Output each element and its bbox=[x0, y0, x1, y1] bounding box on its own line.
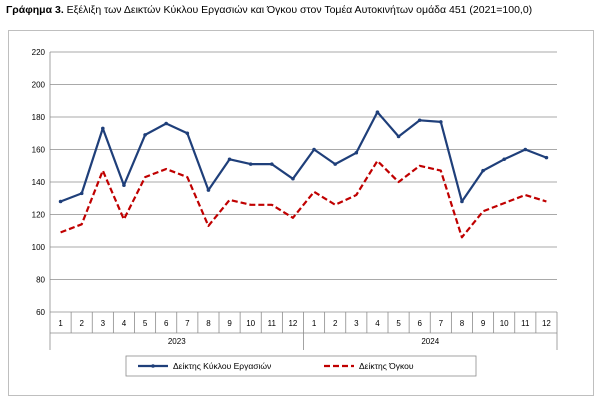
x-tick-label: 8 bbox=[460, 319, 465, 328]
x-tick-label: 6 bbox=[164, 319, 169, 328]
data-point bbox=[206, 188, 211, 192]
x-tick-label: 3 bbox=[101, 319, 106, 328]
y-tick-label: 80 bbox=[36, 276, 45, 285]
chart-frame bbox=[8, 30, 594, 396]
y-tick-label: 200 bbox=[32, 81, 46, 90]
x-tick-label: 3 bbox=[354, 319, 359, 328]
legend-box bbox=[125, 355, 477, 377]
year-label: 2023 bbox=[168, 337, 186, 346]
y-tick-label: 100 bbox=[32, 243, 46, 252]
chart-title: Γράφημα 3. Εξέλιξη των Δεικτών Κύκλου Ερ… bbox=[6, 4, 533, 16]
x-tick-label: 9 bbox=[481, 319, 486, 328]
legend-label-2: Δείκτης Όγκου bbox=[359, 361, 414, 371]
data-point bbox=[101, 126, 105, 131]
data-point bbox=[333, 162, 337, 166]
data-point bbox=[396, 134, 401, 139]
x-tick-label: 1 bbox=[58, 319, 63, 328]
data-point bbox=[270, 162, 274, 166]
x-tick-label: 12 bbox=[542, 319, 551, 328]
data-point bbox=[122, 183, 126, 188]
x-tick-label: 9 bbox=[227, 319, 232, 328]
year-label: 2024 bbox=[421, 337, 439, 346]
x-tick-label: 7 bbox=[185, 319, 190, 328]
y-tick-label: 140 bbox=[32, 178, 46, 187]
x-tick-label: 10 bbox=[246, 319, 255, 328]
x-tick-label: 12 bbox=[288, 319, 297, 328]
x-tick-label: 6 bbox=[417, 319, 422, 328]
data-point bbox=[164, 121, 168, 126]
data-point bbox=[185, 131, 190, 136]
data-point bbox=[248, 162, 253, 166]
x-tick-label: 5 bbox=[143, 319, 148, 328]
x-tick-label: 4 bbox=[122, 319, 127, 328]
data-point bbox=[143, 133, 147, 137]
data-point bbox=[439, 120, 443, 124]
data-point bbox=[375, 110, 380, 114]
x-tick-label: 1 bbox=[312, 319, 317, 328]
series-line-1 bbox=[60, 110, 547, 203]
x-tick-label: 8 bbox=[206, 319, 211, 328]
data-point bbox=[460, 199, 464, 204]
y-tick-label: 160 bbox=[32, 146, 46, 155]
x-tick-label: 2 bbox=[79, 319, 84, 328]
x-tick-label: 4 bbox=[375, 319, 380, 328]
y-tick-label: 60 bbox=[36, 308, 45, 317]
y-tick-label: 180 bbox=[32, 113, 46, 122]
data-point bbox=[291, 176, 295, 181]
data-point bbox=[481, 168, 485, 173]
data-point bbox=[523, 147, 528, 152]
y-tick-label: 220 bbox=[32, 48, 46, 57]
y-tick-label: 120 bbox=[32, 211, 46, 220]
series-line-2 bbox=[60, 159, 547, 239]
x-tick-label: 2 bbox=[333, 319, 338, 328]
x-tick-label: 7 bbox=[439, 319, 444, 328]
data-point bbox=[544, 155, 549, 160]
x-tick-label: 5 bbox=[396, 319, 401, 328]
series-lines bbox=[58, 110, 549, 239]
data-point bbox=[312, 147, 316, 152]
legend-label-1: Δείκτης Κύκλου Εργασιών bbox=[173, 361, 271, 371]
data-point bbox=[417, 118, 422, 123]
data-point bbox=[227, 157, 232, 162]
data-point bbox=[502, 157, 506, 162]
data-point bbox=[79, 191, 84, 196]
x-tick-label: 11 bbox=[521, 319, 530, 328]
x-tick-label: 11 bbox=[268, 319, 277, 328]
legend: Δείκτης Κύκλου Εργασιών Δείκτης Όγκου bbox=[125, 355, 477, 377]
legend-marker bbox=[151, 364, 155, 368]
data-point bbox=[58, 199, 63, 204]
data-point bbox=[354, 150, 359, 155]
x-tick-label: 10 bbox=[500, 319, 509, 328]
